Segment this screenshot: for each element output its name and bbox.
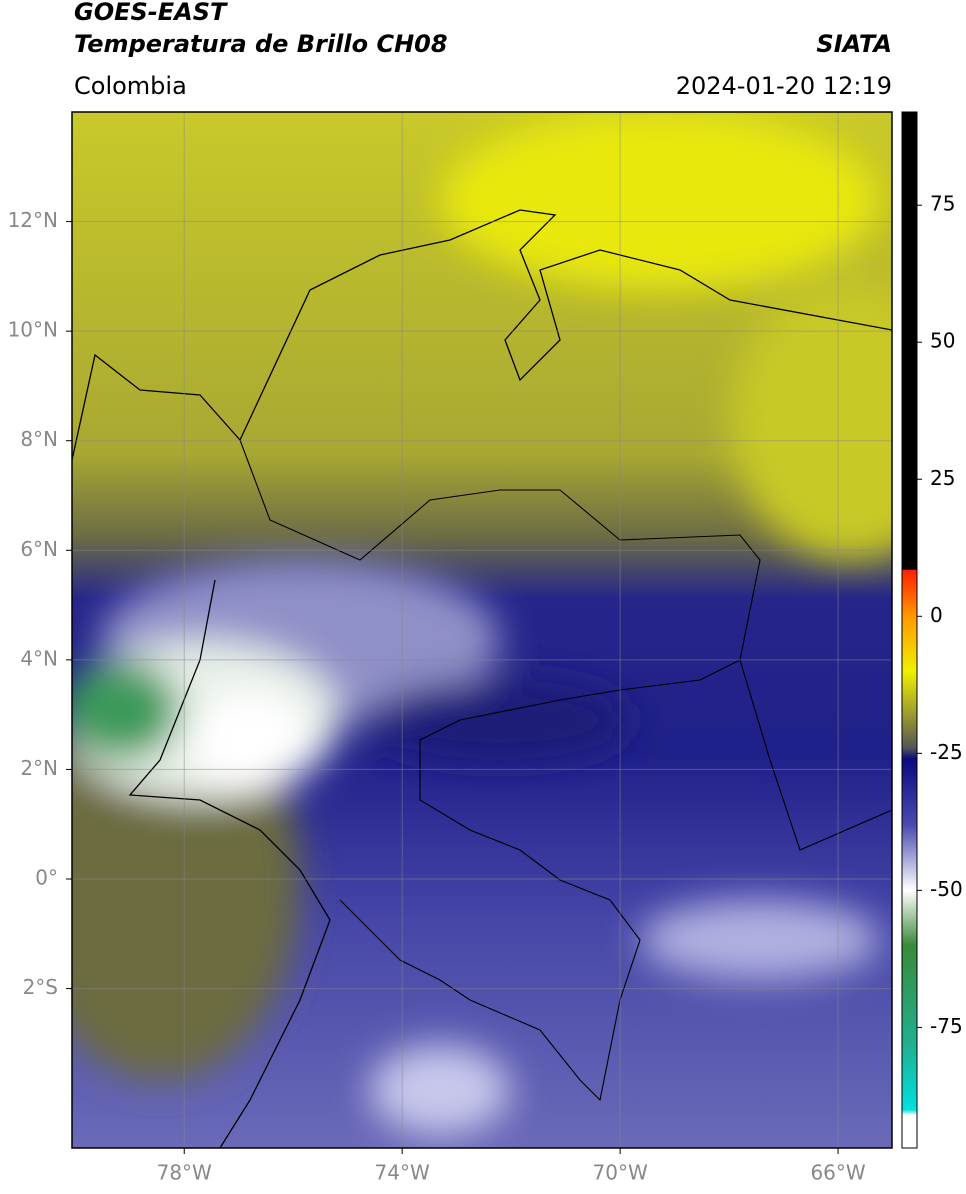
y-tick-label: 4°N <box>20 646 58 670</box>
colorbar <box>901 111 918 1149</box>
y-tick-label: 10°N <box>8 318 58 342</box>
subtitle: Temperatura de Brillo CH08 <box>74 30 448 58</box>
graticule <box>72 112 892 1148</box>
map-frame <box>71 111 893 1149</box>
x-tick-label: 74°W <box>375 1161 430 1185</box>
y-tick-label: 12°N <box>8 208 58 232</box>
colorbar-tick-label: 0 <box>930 603 943 627</box>
datetime: 2024-01-20 12:19 <box>676 72 892 100</box>
satellite-image <box>72 112 892 1148</box>
y-tick-label: 6°N <box>20 537 58 561</box>
y-tick-label: 2°N <box>20 756 58 780</box>
x-tick-label: 70°W <box>593 1161 648 1185</box>
y-tick-label: 0° <box>35 866 58 890</box>
colorbar-tick-label: -50 <box>930 877 963 901</box>
source: SIATA <box>816 30 892 58</box>
region: Colombia <box>74 72 187 100</box>
title: GOES-EAST <box>74 0 228 26</box>
colorbar-tick-label: 50 <box>930 329 955 353</box>
x-tick-label: 78°W <box>157 1161 212 1185</box>
colorbar-tick-label: -75 <box>930 1014 963 1038</box>
colorbar-tick-label: 25 <box>930 466 955 490</box>
colorbar-tick-label: -25 <box>930 740 963 764</box>
x-tick-label: 66°W <box>810 1161 865 1185</box>
y-tick-label: 2°S <box>23 975 58 999</box>
y-tick-label: 8°N <box>20 427 58 451</box>
colorbar-tick-label: 75 <box>930 192 955 216</box>
